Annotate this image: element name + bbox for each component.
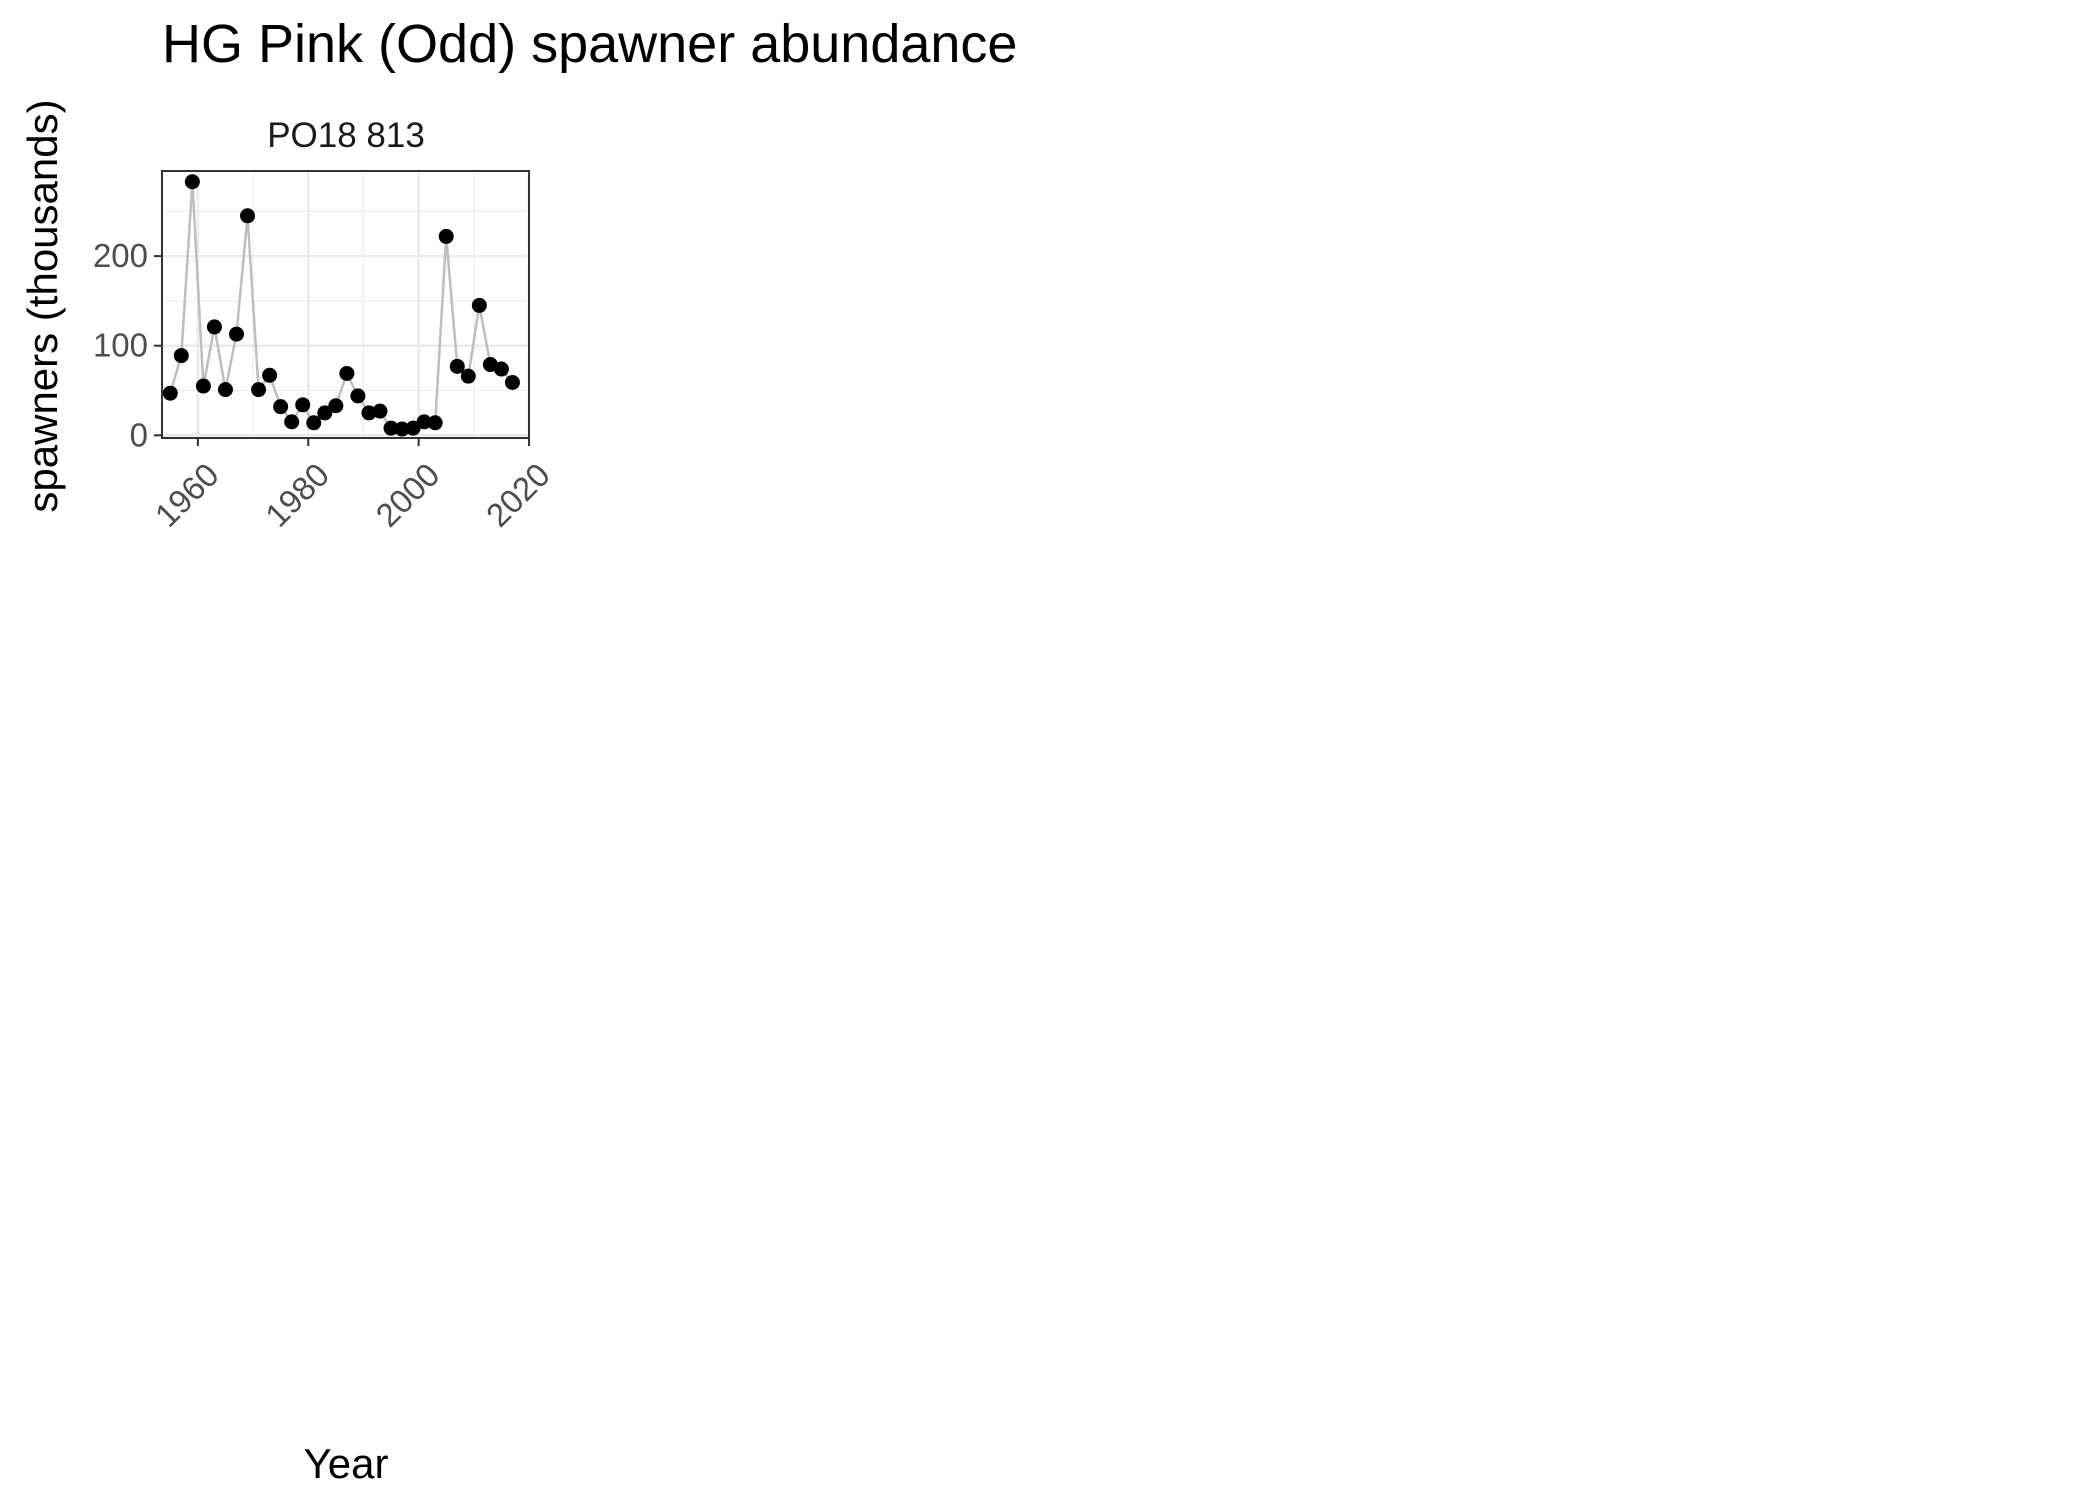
data-point [405,420,421,436]
x-tick-label: 1960 [148,456,226,534]
series-line-layer [169,181,514,431]
data-point [195,378,211,394]
panel-strip-label: PO18 813 [267,116,425,155]
data-point [240,208,256,224]
chart-title: HG Pink (Odd) spawner abundance [162,14,1017,74]
data-point [372,403,388,419]
series-points-layer [162,174,520,437]
data-point [273,399,289,415]
series-line [169,181,514,431]
data-point [284,414,300,430]
y-tick-label: 200 [93,237,148,274]
data-point [361,405,377,421]
data-point [493,361,509,377]
data-point [217,382,233,398]
data-point [350,388,366,404]
data-point [262,367,278,383]
data-point [317,405,333,421]
x-tick-label: 1980 [258,456,336,534]
y-axis-title: spawners (thousands) [19,99,66,512]
data-point [394,421,410,437]
data-point [206,319,222,335]
y-tick-label: 100 [93,327,148,364]
data-point [162,385,178,401]
data-point [229,326,245,342]
data-point [251,382,267,398]
x-axis-title: Year [304,1440,389,1487]
data-point [339,365,355,381]
data-point [504,374,520,390]
data-point [416,414,432,430]
data-point [471,297,487,313]
panel-border [161,170,530,439]
x-tick-label: 2020 [479,456,557,534]
data-point [438,228,454,244]
data-point [460,368,476,384]
data-point [449,358,465,374]
data-point [295,397,311,413]
x-tick-label: 2000 [368,456,446,534]
y-tick-label: 0 [130,416,148,453]
data-point [306,415,322,431]
data-point [383,420,399,436]
data-point [427,415,443,431]
data-point [173,348,189,364]
data-point [328,398,344,414]
data-point [184,174,200,190]
